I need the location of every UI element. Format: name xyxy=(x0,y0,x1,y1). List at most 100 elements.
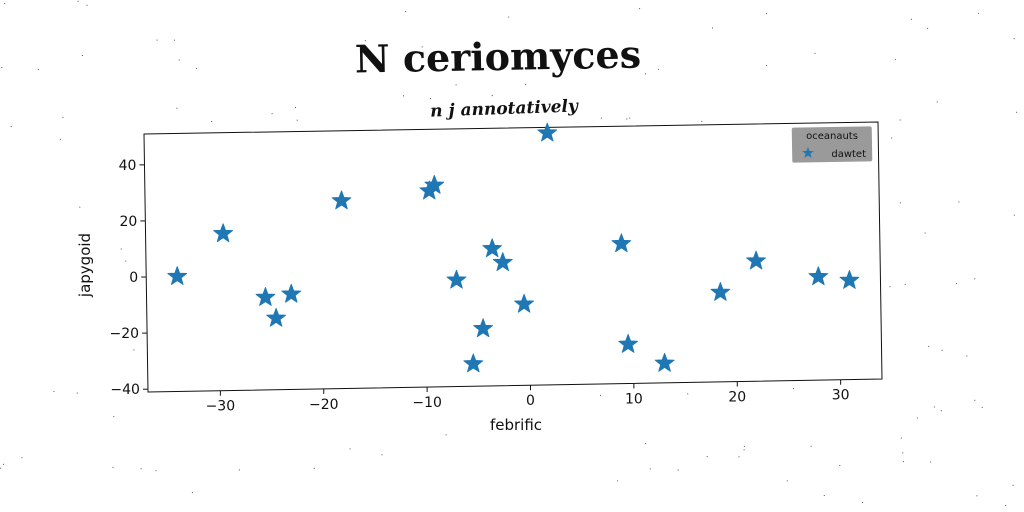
speckle-dot xyxy=(173,39,175,41)
x-tick-label: 0 xyxy=(526,393,535,409)
speckle-dot xyxy=(976,495,978,497)
legend: oceanauts dawtet xyxy=(791,126,873,163)
data-point-star xyxy=(331,190,352,210)
speckle-dot xyxy=(941,349,943,351)
speckle-dot xyxy=(712,27,713,29)
data-point-star xyxy=(492,252,513,272)
speckle-dot xyxy=(381,454,383,456)
speckle-dot xyxy=(1016,111,1018,113)
speckle-dot xyxy=(1013,214,1015,216)
speckle-dot xyxy=(910,18,912,20)
speckle-dot xyxy=(902,452,904,454)
y-tick-label: 20 xyxy=(120,214,138,230)
speckle-dot xyxy=(112,466,114,468)
speckle-dot xyxy=(900,437,902,439)
speckle-dot xyxy=(403,95,404,97)
speckle-dot xyxy=(738,456,740,458)
speckle-dot xyxy=(981,406,983,408)
data-point-star xyxy=(537,122,558,142)
speckle-dot xyxy=(178,59,180,61)
speckle-dot xyxy=(62,116,64,118)
speckle-dot xyxy=(4,3,6,5)
speckle-dot xyxy=(405,11,407,12)
speckle-dot xyxy=(933,406,935,408)
speckle-dot xyxy=(687,393,689,395)
y-tick-label: 0 xyxy=(129,270,138,286)
data-point-star xyxy=(255,287,276,306)
x-tick-label: 10 xyxy=(625,391,643,407)
y-tick-label: −20 xyxy=(110,326,140,342)
speckle-dot xyxy=(455,84,457,86)
speckle-dot xyxy=(1,67,3,68)
data-point-star xyxy=(463,353,484,373)
speckle-dot xyxy=(295,107,296,108)
speckle-dot xyxy=(3,463,4,465)
x-axis-label: febrific xyxy=(490,416,542,434)
speckle-dot xyxy=(701,120,703,122)
speckle-dot xyxy=(891,137,893,139)
speckle-dot xyxy=(810,445,812,447)
speckle-dot xyxy=(839,465,841,466)
speckle-dot xyxy=(113,416,115,418)
speckle-dot xyxy=(927,27,929,29)
speckle-dot xyxy=(677,469,679,471)
speckle-dot xyxy=(445,434,447,436)
speckle-dot xyxy=(79,206,81,208)
speckle-dot xyxy=(349,448,351,450)
speckle-dot xyxy=(81,55,83,56)
y-axis-label: japygoid xyxy=(76,233,94,298)
chart-title: N ceriomyces xyxy=(355,32,642,82)
speckle-dot xyxy=(649,468,651,470)
speckle-dot xyxy=(930,461,932,463)
speckle-dot xyxy=(916,417,918,419)
legend-box xyxy=(791,126,873,163)
speckle-dot xyxy=(364,40,366,42)
speckle-dot xyxy=(639,8,641,10)
speckle-dot xyxy=(37,69,39,71)
data-point-star xyxy=(710,281,731,301)
speckle-dot xyxy=(176,107,178,109)
speckle-dot xyxy=(706,456,708,458)
speckle-dot xyxy=(1005,505,1007,506)
x-tick-label: 30 xyxy=(832,388,850,404)
speckle-dot xyxy=(902,461,904,463)
speckle-dot xyxy=(0,467,2,469)
speckle-dot xyxy=(155,470,157,472)
y-tick-label: 40 xyxy=(119,158,137,174)
speckle-dot xyxy=(1013,38,1015,40)
speckle-dot xyxy=(125,260,127,262)
chart-subtitle: n j annotatively xyxy=(430,96,579,121)
legend-title: oceanauts xyxy=(806,131,858,142)
speckle-dot xyxy=(974,278,976,280)
speckle-dot xyxy=(928,345,930,347)
speckle-dot xyxy=(793,388,794,390)
speckle-dot xyxy=(814,52,816,54)
y-tick-label: −40 xyxy=(110,382,140,398)
speckle-dot xyxy=(894,58,896,60)
speckle-dot xyxy=(658,68,660,70)
data-point-star xyxy=(281,283,302,303)
speckle-dot xyxy=(21,457,23,459)
speckle-dot xyxy=(238,469,240,471)
speckle-dot xyxy=(889,286,891,288)
x-tick-label: −20 xyxy=(309,397,339,413)
speckle-dot xyxy=(195,67,197,69)
data-point-star xyxy=(482,238,503,258)
data-point-star xyxy=(808,266,829,286)
speckle-dot xyxy=(626,118,628,120)
data-point-star xyxy=(839,269,860,289)
speckle-dot xyxy=(1012,484,1014,486)
speckle-dot xyxy=(421,46,423,48)
data-point-star xyxy=(424,174,445,194)
speckle-dot xyxy=(191,492,193,494)
axis-ticks: −30 −20 −10 0 10 20 30 −40 −20 0 20 40 xyxy=(110,158,850,415)
speckle-dot xyxy=(899,202,901,204)
speckle-dot xyxy=(940,410,942,412)
speckle-dot xyxy=(508,16,510,18)
data-point-star xyxy=(654,352,675,372)
speckle-dot xyxy=(645,443,647,445)
x-tick-label: −30 xyxy=(206,399,236,415)
speckle-dot xyxy=(956,283,957,285)
data-point-star xyxy=(611,233,632,253)
speckle-dot xyxy=(924,232,926,234)
